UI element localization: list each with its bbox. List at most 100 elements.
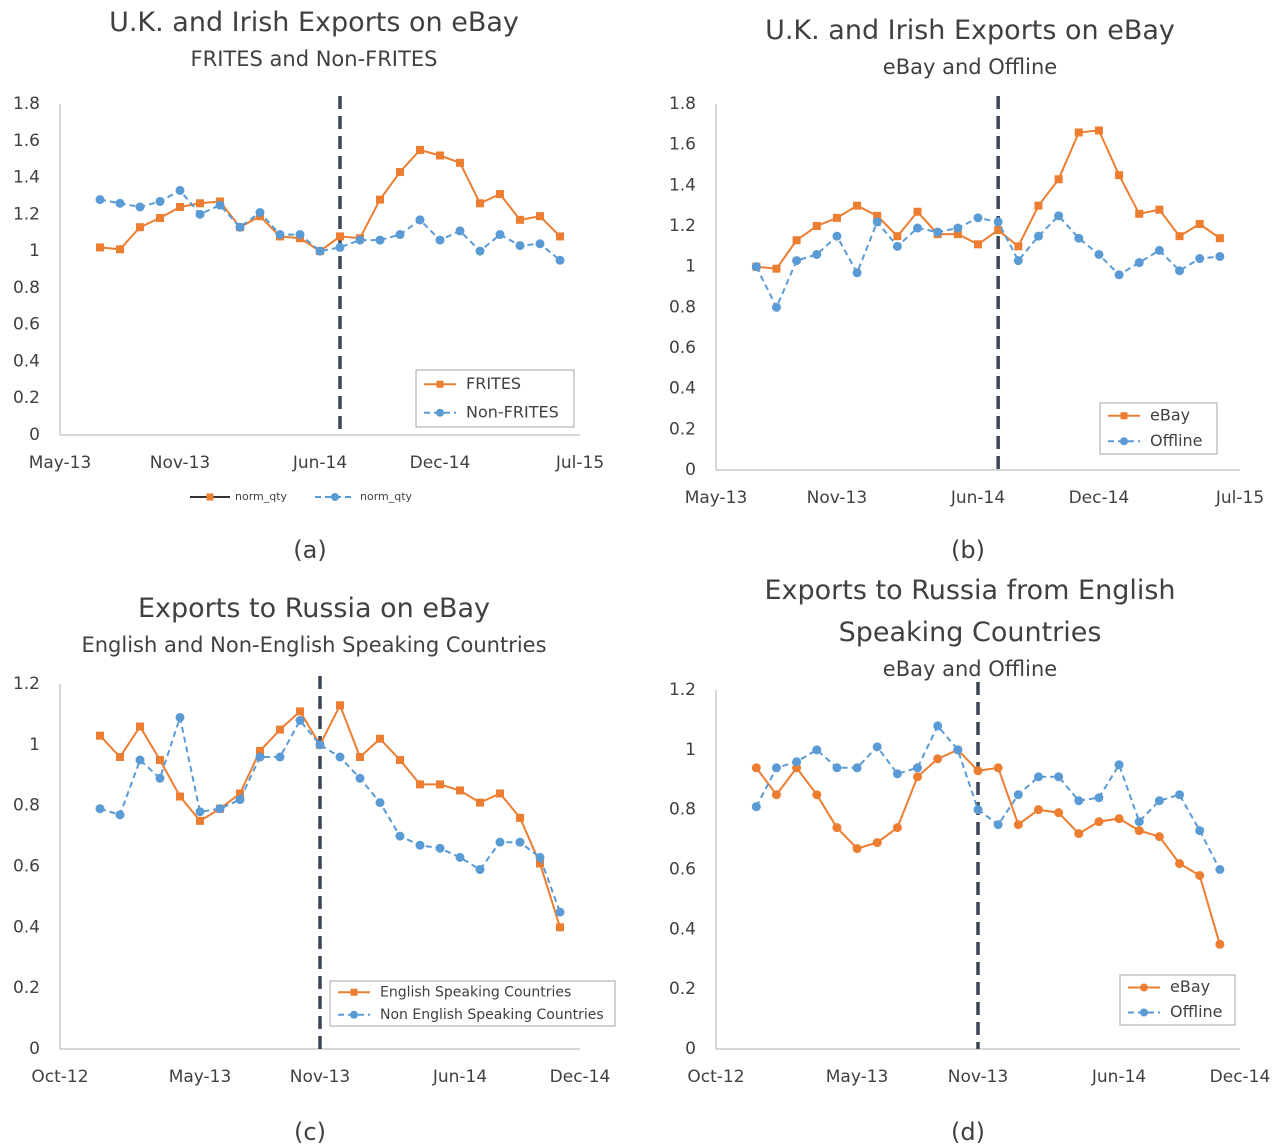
marker — [356, 753, 364, 761]
marker — [395, 230, 405, 240]
marker — [206, 493, 214, 501]
title-block: Exports to Russia on eBay English and Non… — [14, 588, 614, 660]
y-tick-label: 0.8 — [13, 278, 40, 298]
marker — [375, 798, 385, 808]
y-tick-label: 0.6 — [669, 860, 696, 880]
marker — [892, 241, 902, 251]
chart-title: Exports to Russia on eBay — [137, 593, 490, 624]
marker — [556, 923, 564, 932]
marker — [1033, 772, 1043, 782]
marker — [456, 786, 464, 795]
marker — [1014, 242, 1023, 251]
x-tick-label: Dec-14 — [1210, 1067, 1271, 1087]
marker — [872, 838, 882, 848]
x-tick-label: Oct-12 — [687, 1067, 744, 1087]
marker — [436, 780, 444, 789]
marker — [455, 226, 465, 236]
marker — [933, 227, 943, 237]
marker — [115, 810, 125, 820]
y-tick-label: 0.6 — [13, 857, 40, 877]
marker — [336, 701, 344, 710]
marker — [336, 232, 344, 241]
marker — [135, 202, 145, 212]
marker — [115, 198, 125, 208]
marker — [136, 223, 144, 232]
marker — [913, 763, 923, 773]
chart-title: U.K. and Irish Exports on eBay — [765, 15, 1175, 46]
title-block: U.K. and Irish Exports on eBay eBay and O… — [690, 10, 1250, 82]
marker — [1054, 211, 1064, 221]
marker — [416, 145, 424, 154]
marker — [892, 823, 902, 833]
marker — [436, 380, 444, 388]
marker — [95, 804, 105, 814]
marker — [832, 823, 842, 833]
legend-label: eBay — [1170, 977, 1210, 996]
legend-label: norm_qty — [360, 490, 413, 503]
marker — [455, 852, 465, 862]
y-tick-label: 1.6 — [13, 131, 40, 151]
marker — [953, 230, 962, 239]
x-tick-label: May-13 — [685, 488, 748, 508]
marker — [515, 241, 525, 251]
marker — [1054, 175, 1063, 184]
marker — [155, 773, 165, 783]
marker — [1013, 790, 1023, 800]
marker — [751, 763, 761, 773]
marker — [772, 264, 781, 273]
marker — [275, 752, 285, 762]
marker — [350, 1010, 358, 1019]
y-tick-label: 1 — [685, 257, 696, 277]
marker — [1140, 983, 1148, 992]
marker — [535, 239, 545, 249]
marker — [196, 816, 204, 825]
marker — [1013, 256, 1023, 266]
marker — [235, 795, 245, 805]
marker — [475, 246, 485, 256]
marker — [1094, 793, 1104, 803]
series-line — [755, 724, 1221, 870]
marker — [535, 852, 545, 862]
legend-box — [1099, 402, 1218, 455]
marker — [1195, 826, 1205, 836]
title-block: U.K. and Irish Exports on eBay FRITES and… — [34, 2, 594, 74]
legend-box — [329, 980, 616, 1027]
marker — [1215, 865, 1225, 874]
marker — [973, 805, 983, 815]
legend-box — [415, 369, 575, 428]
marker — [156, 756, 164, 765]
x-tick-label: May-13 — [169, 1067, 232, 1087]
marker — [1175, 266, 1185, 276]
marker — [555, 907, 565, 917]
marker — [1215, 939, 1225, 949]
marker — [236, 789, 244, 798]
y-tick-label: 1.8 — [669, 94, 696, 114]
marker — [852, 268, 862, 278]
marker — [175, 185, 185, 195]
marker — [832, 763, 842, 773]
marker — [1054, 772, 1064, 782]
series-line — [99, 148, 561, 253]
marker — [156, 214, 164, 223]
marker — [116, 245, 124, 254]
marker — [275, 230, 285, 240]
marker — [993, 820, 1003, 830]
y-tick-label: 1.4 — [669, 175, 696, 195]
marker — [1154, 796, 1164, 806]
marker — [295, 716, 305, 725]
marker — [893, 232, 902, 241]
x-tick-label: Nov-13 — [948, 1067, 1009, 1087]
marker — [974, 240, 982, 249]
marker — [993, 217, 1003, 227]
marker — [1094, 126, 1103, 135]
y-tick-label: 0.2 — [13, 978, 40, 998]
marker — [1033, 231, 1043, 241]
y-tick-label: 0 — [29, 1039, 40, 1059]
legend-label: English Speaking Countries — [380, 984, 571, 1000]
marker — [1115, 171, 1124, 180]
y-tick-label: 1 — [29, 735, 40, 755]
marker — [331, 493, 339, 501]
marker — [376, 195, 384, 204]
marker — [495, 837, 505, 847]
marker — [832, 213, 841, 222]
